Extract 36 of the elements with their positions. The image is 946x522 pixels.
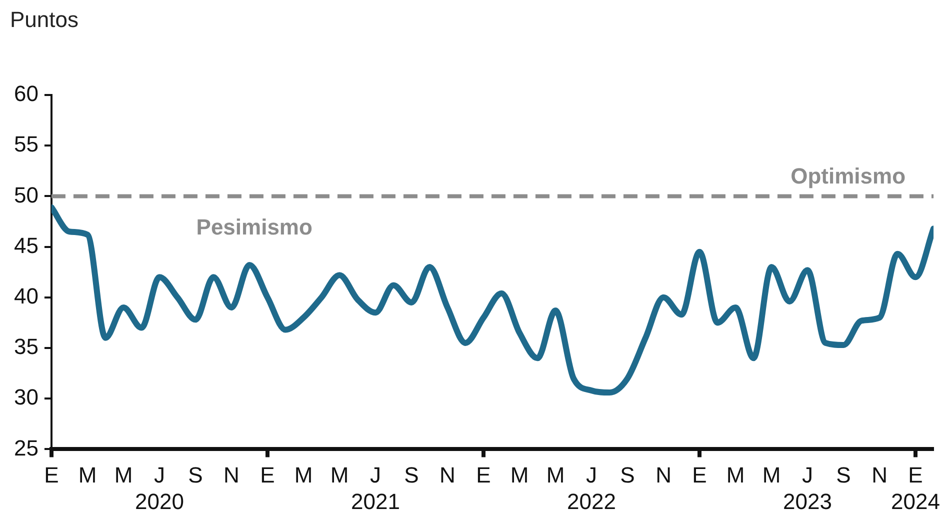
x-tick-label: E — [692, 462, 707, 488]
x-tick-label: M — [510, 462, 529, 488]
x-tick-label: M — [114, 462, 133, 488]
x-tick-label: N — [224, 462, 240, 488]
x-tick-label: J 2022 — [567, 462, 616, 514]
x-tick-label: M — [330, 462, 349, 488]
y-tick-label: 40 — [14, 283, 38, 308]
x-tick-label: N — [656, 462, 672, 488]
x-tick-label: E 2024 — [891, 462, 940, 514]
x-tick-label: M — [78, 462, 97, 488]
ref-line-label: Optimismo — [790, 163, 906, 188]
y-tick-label: 60 — [14, 81, 38, 106]
x-tick-label: J 2020 — [135, 462, 184, 514]
x-tick-label: J 2021 — [351, 462, 400, 514]
x-tick-label: N — [440, 462, 456, 488]
y-axis-title: Puntos — [10, 7, 78, 32]
x-tick-label: M — [726, 462, 745, 488]
x-tick-label: E — [44, 462, 59, 488]
x-tick-label: E — [476, 462, 491, 488]
x-tick-label: N — [872, 462, 888, 488]
x-tick-label: S — [188, 462, 203, 488]
x-tick-label: M — [294, 462, 313, 488]
x-tick-label: S — [404, 462, 419, 488]
x-tick-label: M — [762, 462, 781, 488]
x-tick-label: S — [620, 462, 635, 488]
x-tick-label: J 2023 — [783, 462, 832, 514]
y-tick-label: 30 — [14, 384, 38, 410]
y-tick-label: 45 — [14, 232, 38, 258]
y-tick-label: 50 — [14, 182, 38, 208]
y-tick-label: 55 — [14, 132, 38, 157]
annotation: Pesimismo — [196, 214, 312, 240]
x-tick-label: E — [260, 462, 275, 488]
y-tick-label: 25 — [14, 435, 38, 460]
x-tick-label: M — [546, 462, 565, 488]
y-tick-label: 35 — [14, 334, 38, 360]
x-tick-label: S — [836, 462, 851, 488]
